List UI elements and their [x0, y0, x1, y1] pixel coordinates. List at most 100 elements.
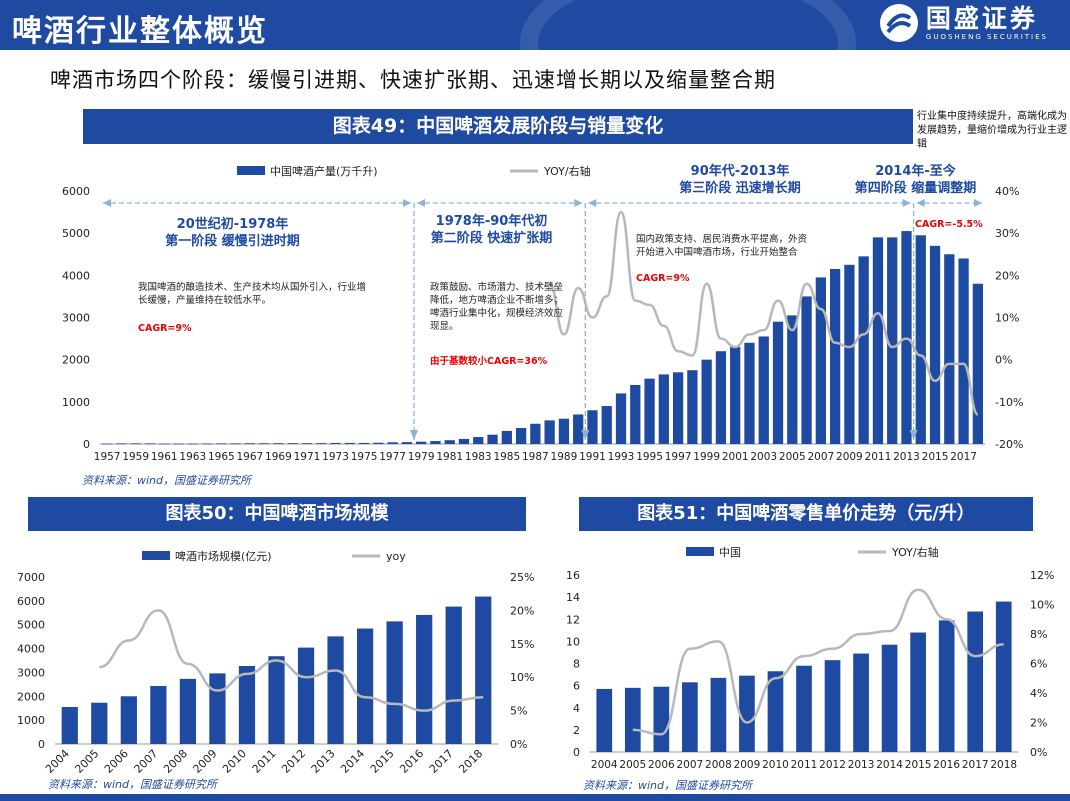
legend-swatch-bar: [686, 547, 714, 556]
bar: [682, 682, 698, 752]
x-tick-label: 2010: [762, 759, 789, 771]
bar: [259, 443, 270, 445]
y2-tick-label: 0%: [510, 738, 527, 751]
x-tick-label: 1983: [465, 451, 492, 463]
bar: [130, 443, 141, 445]
bar: [544, 420, 555, 444]
x-tick-label: 1959: [122, 451, 149, 463]
bar: [944, 254, 955, 444]
bar: [653, 686, 670, 752]
bar: [401, 442, 413, 444]
bar: [853, 653, 869, 752]
bar: [658, 374, 669, 444]
x-tick-label: 2014: [338, 747, 367, 776]
bar: [744, 342, 755, 444]
stage-span-arrowhead: [403, 199, 412, 207]
x-tick-label: 2015: [368, 747, 397, 776]
x-tick-label: 2016: [933, 759, 960, 771]
x-tick-label: 2018: [456, 747, 485, 776]
y2-tick-label: 12%: [1030, 569, 1054, 582]
y-tick-label: 16: [566, 569, 580, 582]
x-tick-label: 2015: [905, 759, 932, 771]
stage1-subtitle: 第一阶段 缓慢引进时期: [165, 234, 300, 249]
bar: [201, 443, 213, 445]
stage3-cagr: CAGR=9%: [636, 273, 690, 284]
legend-label-bar: 中国: [719, 546, 741, 559]
y-tick-label: 6000: [62, 185, 90, 198]
y-tick-label: 0: [38, 738, 45, 751]
stage4-subtitle: 第四阶段 缩量调整期: [854, 181, 977, 196]
stage-span-arrowhead: [574, 199, 583, 207]
logo-mark-icon: [879, 4, 918, 42]
y2-tick-label: 20%: [995, 269, 1019, 282]
fig50-source: 资料来源：wind，国盛证券研究所: [48, 778, 218, 791]
legend-label-bar: 中国啤酒产量(万千升): [270, 164, 378, 178]
logo-name: 国盛证券: [925, 4, 1038, 33]
bar: [824, 660, 841, 752]
bar: [672, 372, 684, 444]
legend-label-line: yoy: [386, 550, 406, 563]
x-tick-label: 1963: [179, 451, 206, 463]
bar: [587, 410, 598, 444]
stage1-title: 20世纪初-1978年: [176, 217, 289, 232]
x-tick-label: 2011: [250, 747, 279, 776]
fig49-banner: 图表49：中国啤酒发展阶段与销量变化: [83, 109, 913, 144]
x-tick-label: 2017: [950, 451, 977, 463]
x-tick-label: 2013: [848, 759, 875, 771]
bar: [356, 628, 374, 744]
bar: [687, 370, 698, 444]
x-tick-label: 1999: [693, 451, 720, 463]
y-tick-label: 6000: [17, 595, 45, 608]
x-tick-label: 2007: [676, 759, 703, 771]
bar: [287, 443, 298, 444]
brand-logo: 国盛证券 GUOSHENG SECURITIES: [879, 4, 1048, 42]
x-tick-label: 2012: [279, 747, 308, 776]
y2-tick-label: 8%: [1030, 628, 1047, 641]
x-tick-label: 2007: [131, 747, 160, 776]
y2-tick-label: -10%: [995, 396, 1023, 409]
y2-tick-label: 0%: [995, 354, 1012, 367]
bar: [187, 443, 198, 445]
y-tick-label: 5000: [62, 227, 90, 240]
y-tick-label: 3000: [62, 312, 90, 325]
bar: [530, 423, 541, 444]
bar: [938, 620, 955, 752]
stage-span-arrowhead: [103, 199, 111, 207]
bar: [767, 671, 784, 752]
bar: [858, 256, 869, 444]
bar: [887, 237, 898, 444]
bar: [601, 406, 612, 444]
bar: [801, 296, 812, 444]
stage-span-arrowhead: [588, 199, 597, 207]
bar: [444, 440, 455, 444]
bar: [216, 443, 227, 445]
bar: [268, 656, 285, 744]
bar: [475, 596, 492, 744]
x-tick-label: 2010: [220, 747, 249, 776]
yoy-line: [548, 210, 980, 416]
bar: [416, 614, 433, 744]
bottom-bar: [0, 794, 1070, 801]
x-tick-label: 2005: [72, 747, 101, 776]
bar: [844, 264, 855, 444]
fig49-source: 资料来源：wind，国盛证券研究所: [82, 474, 252, 487]
bar: [630, 384, 641, 444]
stage4-cagr: CAGR=-5.5%: [915, 219, 983, 230]
x-tick-label: 2011: [791, 759, 818, 771]
y2-tick-label: 40%: [995, 185, 1019, 198]
stage3-label: 90年代-2013年 第三阶段 迅速增长期: [660, 163, 820, 197]
bar: [596, 688, 613, 752]
x-tick-label: 2007: [807, 451, 834, 463]
bar: [558, 418, 570, 444]
y-tick-label: 2: [573, 724, 580, 737]
stage-divider-arrow: [581, 430, 590, 440]
x-tick-label: 1965: [208, 451, 235, 463]
y-tick-label: 7000: [17, 571, 45, 584]
y-tick-label: 4: [573, 702, 580, 715]
x-tick-label: 1987: [522, 451, 549, 463]
bar: [958, 258, 969, 444]
x-tick-label: 2015: [922, 451, 949, 463]
x-tick-label: 1969: [265, 451, 292, 463]
stage-span-arrowhead: [417, 199, 426, 207]
legend-swatch-bar: [237, 166, 265, 175]
